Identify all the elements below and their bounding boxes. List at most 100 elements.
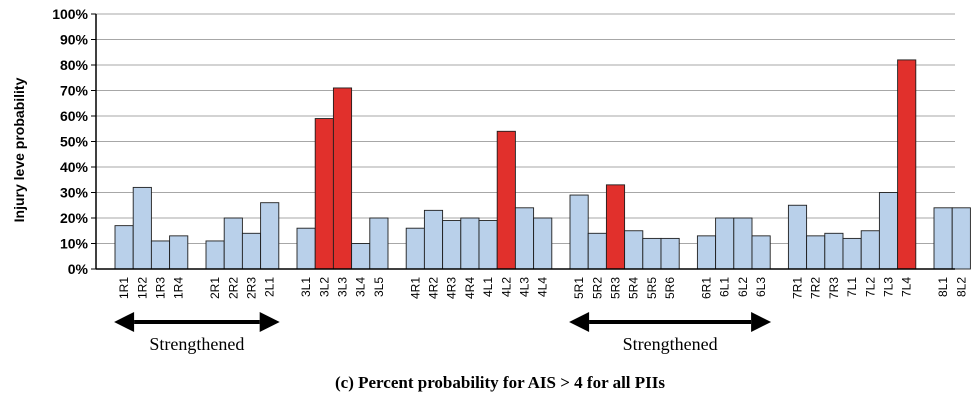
- bar-6L2: [733, 217, 753, 270]
- x-tick-label: 4R3: [445, 277, 459, 299]
- bar-1R4: [169, 235, 189, 270]
- bar-7R2: [806, 235, 826, 270]
- bar-5R5: [642, 237, 662, 270]
- bar-2R1: [205, 240, 225, 270]
- y-tick-label: 100%: [52, 6, 88, 22]
- bar-5R6: [660, 237, 680, 270]
- x-tick-label: 3L4: [354, 277, 368, 297]
- x-tick-label: 6R1: [700, 277, 714, 299]
- x-tick-label: 3L2: [317, 277, 331, 297]
- bar-8L2: [951, 207, 971, 270]
- bar-7L3: [878, 192, 899, 270]
- bar-4R4: [460, 217, 480, 270]
- x-tick-label: 1R3: [154, 277, 168, 299]
- bar-4L1: [478, 220, 498, 270]
- x-tick-label: 2L1: [263, 277, 277, 297]
- bar-4L2: [496, 130, 516, 270]
- x-tick-label: 2R1: [208, 277, 222, 299]
- x-tick-label: 2R3: [245, 277, 259, 299]
- x-tick-label: 4L3: [518, 277, 532, 297]
- bar-3L4: [351, 243, 371, 270]
- x-tick-label: 8L1: [936, 277, 950, 297]
- y-axis-label: Injury leve probability: [11, 77, 27, 222]
- x-tick-label: 5R3: [609, 277, 623, 299]
- x-tick-label: 4R2: [427, 277, 441, 299]
- bar-6L1: [715, 217, 735, 270]
- bars: [114, 59, 971, 270]
- x-tick-label: 3L1: [299, 277, 313, 297]
- x-tick-label: 4L2: [499, 277, 513, 297]
- bar-5R3: [605, 184, 626, 270]
- y-tick-label: 40%: [60, 159, 89, 175]
- bar-6R1: [696, 235, 717, 270]
- bar-3L1: [296, 227, 316, 270]
- y-tick-label: 50%: [60, 134, 89, 150]
- x-tick-label: 4L1: [481, 277, 495, 297]
- annotations: Strengthened Strengthened: [114, 312, 772, 354]
- x-tick-label: 5R5: [645, 277, 659, 299]
- bar-1R1: [114, 225, 134, 270]
- x-tick-label: 1R1: [117, 277, 131, 299]
- x-tick-label: 3L5: [372, 277, 386, 297]
- x-tick-label: 5R4: [627, 277, 641, 299]
- y-tick-label: 0%: [68, 261, 89, 277]
- x-tick-label: 4R1: [408, 277, 422, 299]
- bar-4R3: [442, 220, 462, 270]
- x-tick-label: 6L3: [754, 277, 768, 297]
- bar-4L3: [514, 207, 535, 270]
- x-tick-label: 7R3: [827, 277, 841, 299]
- x-tick-label: 8L2: [954, 277, 968, 297]
- x-tick-label: 5R1: [572, 277, 586, 299]
- x-tick-label: 7L1: [845, 277, 859, 297]
- y-tick-label: 90%: [60, 32, 89, 48]
- y-tick-label: 20%: [60, 210, 89, 226]
- figure-caption: (c) Percent probability for AIS > 4 for …: [335, 373, 665, 392]
- x-axis-ticks: 1R1 1R2 1R3 1R4 2R1 2R2 2R3 2L1 3L1 3L2 3L3 3L4 3L5 4…: [117, 277, 968, 299]
- bar-4R2: [423, 209, 444, 270]
- bar-7L2: [860, 230, 880, 270]
- x-tick-label: 7R2: [809, 277, 823, 299]
- x-tick-label: 5R2: [590, 277, 604, 299]
- x-tick-label: 6L2: [736, 277, 750, 297]
- y-tick-label: 30%: [60, 185, 89, 201]
- bar-2R3: [241, 232, 262, 270]
- bar-3L2: [314, 118, 334, 270]
- bar-5R1: [569, 194, 589, 270]
- y-tick-label: 10%: [60, 236, 89, 252]
- bar-3L5: [369, 217, 389, 270]
- bar-7L4: [897, 59, 917, 270]
- annotation-label: Strengthened: [623, 334, 718, 354]
- x-tick-label: 7R1: [791, 277, 805, 299]
- arrow-head-left: [114, 312, 135, 332]
- x-tick-label: 3L3: [336, 277, 350, 297]
- bar-5R2: [587, 232, 607, 270]
- bar-2R2: [223, 217, 243, 270]
- x-tick-label: 6L1: [718, 277, 732, 297]
- bar-2L1: [260, 202, 280, 270]
- y-tick-label: 70%: [60, 83, 89, 99]
- x-tick-label: 5R6: [663, 277, 677, 299]
- bar-7L1: [842, 237, 862, 270]
- bar-4R1: [405, 227, 425, 270]
- y-axis-ticks: 0% 10% 20% 30% 40% 50% 60% 70% 80% 90% 100%: [52, 6, 96, 277]
- bar-5R4: [624, 230, 644, 270]
- bar-6L3: [751, 235, 771, 270]
- y-tick-label: 60%: [60, 108, 89, 124]
- arrow-head-right: [259, 312, 280, 332]
- bar-1R3: [150, 240, 171, 270]
- x-tick-label: 1R4: [172, 277, 186, 299]
- bar-8L1: [933, 207, 953, 270]
- arrow-head-right: [751, 312, 772, 332]
- x-tick-label: 4L4: [536, 277, 550, 297]
- annotation-label: Strengthened: [149, 334, 244, 354]
- bar-7R3: [824, 232, 844, 270]
- bar-7R1: [787, 204, 808, 270]
- x-tick-label: 7L3: [882, 277, 896, 297]
- x-tick-label: 7L2: [863, 277, 877, 297]
- x-tick-label: 7L4: [900, 277, 914, 297]
- bar-1R2: [132, 186, 152, 270]
- x-tick-label: 4R4: [463, 277, 477, 299]
- y-tick-label: 80%: [60, 57, 89, 73]
- arrow-head-left: [569, 312, 590, 332]
